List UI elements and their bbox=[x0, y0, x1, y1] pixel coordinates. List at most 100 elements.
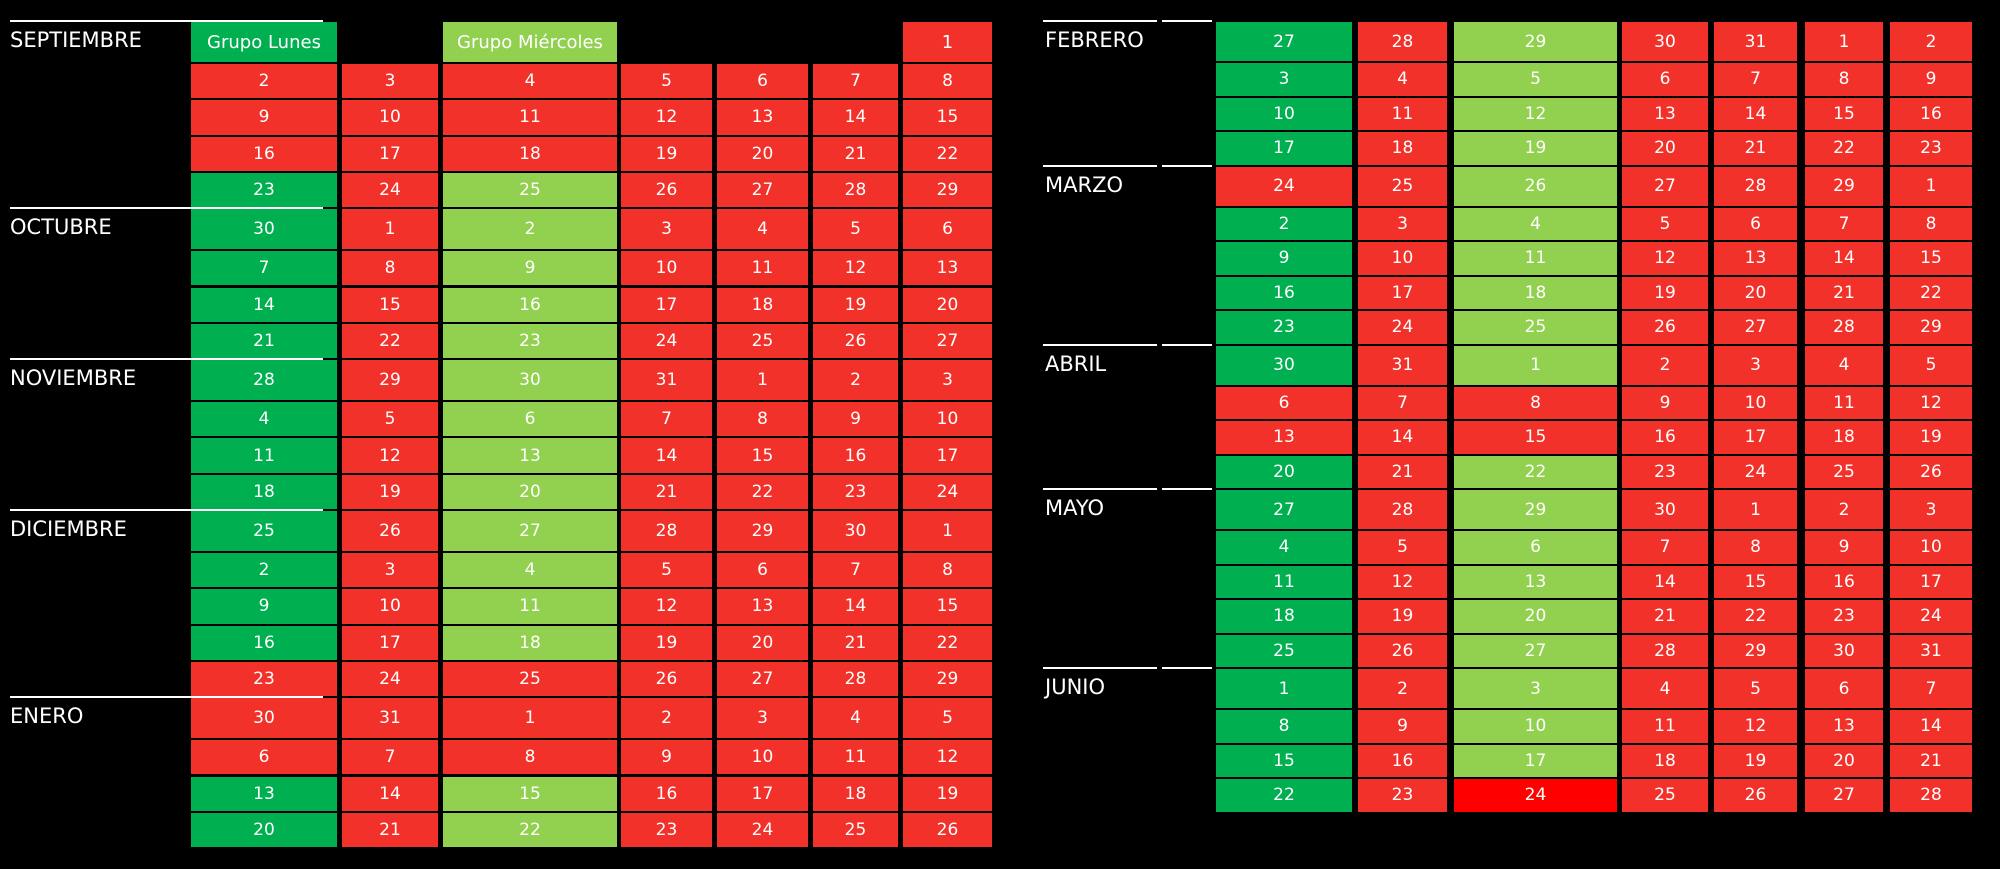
day-cell: 13 bbox=[191, 776, 337, 811]
day-cell: 14 bbox=[342, 776, 438, 811]
day-cell: 14 bbox=[191, 287, 337, 322]
day-cell: 9 bbox=[813, 402, 898, 437]
day-cell: 5 bbox=[1358, 531, 1447, 564]
day-cell: 20 bbox=[1216, 455, 1352, 488]
day-cell: 30 bbox=[1805, 634, 1883, 667]
day-cell: 5 bbox=[621, 64, 712, 99]
day-cell: 10 bbox=[1890, 531, 1972, 564]
day-cell: 25 bbox=[813, 812, 898, 848]
day-cell: 14 bbox=[1714, 97, 1797, 130]
day-cell: 11 bbox=[443, 589, 617, 624]
day-cell: 9 bbox=[1805, 531, 1883, 564]
day-cell: 18 bbox=[1358, 132, 1447, 165]
day-cell: 28 bbox=[813, 172, 898, 208]
day-cell: 23 bbox=[1216, 311, 1352, 344]
day-cell: 25 bbox=[1805, 455, 1883, 488]
month-rule bbox=[1162, 343, 1212, 346]
day-cell: 15 bbox=[1454, 421, 1617, 454]
day-cell: 12 bbox=[1890, 386, 1972, 419]
day-cell: 2 bbox=[1622, 345, 1708, 385]
day-cell: 27 bbox=[903, 323, 992, 359]
day-cell: 21 bbox=[621, 474, 712, 509]
day-cell: 4 bbox=[813, 698, 898, 739]
day-cell: 23 bbox=[443, 323, 617, 359]
month-rule bbox=[10, 696, 138, 699]
month-rule bbox=[1162, 164, 1212, 167]
day-cell: 1 bbox=[903, 511, 992, 551]
day-cell: 9 bbox=[191, 589, 337, 624]
day-cell: 1 bbox=[1454, 345, 1617, 385]
day-cell: 6 bbox=[1714, 207, 1797, 240]
day-cell: 27 bbox=[1805, 779, 1883, 812]
day-cell: 20 bbox=[1454, 600, 1617, 633]
day-cell: 15 bbox=[1216, 744, 1352, 777]
day-cell: 24 bbox=[1890, 600, 1972, 633]
day-cell: 11 bbox=[717, 251, 808, 286]
day-cell: 26 bbox=[1358, 634, 1447, 667]
day-cell: 3 bbox=[903, 360, 992, 401]
day-cell: 15 bbox=[1805, 97, 1883, 130]
day-cell: 25 bbox=[443, 661, 617, 697]
day-cell: 18 bbox=[443, 625, 617, 660]
day-cell: 21 bbox=[1622, 600, 1708, 633]
day-cell: 5 bbox=[1454, 63, 1617, 96]
day-cell: 20 bbox=[717, 625, 808, 660]
day-cell: 6 bbox=[717, 553, 808, 588]
day-cell: 22 bbox=[1216, 779, 1352, 812]
day-cell: 18 bbox=[717, 287, 808, 322]
day-cell: 25 bbox=[717, 323, 808, 359]
day-cell: 6 bbox=[191, 740, 337, 775]
day-cell: 19 bbox=[1454, 132, 1617, 165]
day-cell: 17 bbox=[621, 287, 712, 322]
day-cell: 27 bbox=[1216, 490, 1352, 529]
day-cell: 29 bbox=[1454, 490, 1617, 529]
day-cell: 14 bbox=[813, 100, 898, 135]
day-cell: 14 bbox=[621, 438, 712, 473]
month-rule bbox=[1043, 667, 1157, 669]
month-rule bbox=[135, 20, 323, 22]
day-cell: 19 bbox=[1890, 421, 1972, 454]
day-cell: 12 bbox=[813, 251, 898, 286]
day-cell: 23 bbox=[621, 812, 712, 848]
day-cell: 19 bbox=[903, 776, 992, 811]
month-rule bbox=[1043, 343, 1157, 346]
day-cell: 28 bbox=[1622, 634, 1708, 667]
day-cell: 22 bbox=[1714, 600, 1797, 633]
day-cell: 31 bbox=[1358, 345, 1447, 385]
day-cell: 13 bbox=[443, 438, 617, 473]
day-cell: 11 bbox=[1454, 242, 1617, 275]
month-rule bbox=[1043, 20, 1157, 22]
day-cell: 25 bbox=[443, 172, 617, 208]
day-cell: 24 bbox=[717, 812, 808, 848]
day-cell: 27 bbox=[1622, 166, 1708, 206]
day-cell: 5 bbox=[342, 402, 438, 437]
day-cell: 11 bbox=[1216, 565, 1352, 598]
day-cell: 29 bbox=[1805, 166, 1883, 206]
day-cell: 22 bbox=[443, 812, 617, 848]
day-cell: 4 bbox=[717, 209, 808, 250]
day-cell: 30 bbox=[191, 698, 337, 739]
day-cell: 21 bbox=[1358, 455, 1447, 488]
day-cell: 22 bbox=[1805, 132, 1883, 165]
day-cell: 14 bbox=[1622, 565, 1708, 598]
day-cell: 24 bbox=[342, 661, 438, 697]
day-cell: 2 bbox=[1805, 490, 1883, 529]
day-cell: 6 bbox=[1454, 531, 1617, 564]
day-cell: 6 bbox=[717, 64, 808, 99]
day-cell: 30 bbox=[1622, 22, 1708, 61]
day-cell: 26 bbox=[1622, 311, 1708, 344]
day-cell: 16 bbox=[621, 776, 712, 811]
day-cell: 30 bbox=[443, 360, 617, 401]
month-rule bbox=[10, 358, 138, 361]
day-cell: 22 bbox=[1454, 455, 1617, 488]
day-cell: 7 bbox=[1358, 386, 1447, 419]
day-cell: 21 bbox=[1805, 276, 1883, 309]
day-cell: 7 bbox=[813, 64, 898, 99]
day-cell: 8 bbox=[903, 553, 992, 588]
day-cell: 20 bbox=[717, 136, 808, 171]
day-cell: 5 bbox=[1890, 345, 1972, 385]
day-cell: 5 bbox=[813, 209, 898, 250]
day-cell: 14 bbox=[1358, 421, 1447, 454]
day-cell: 29 bbox=[717, 511, 808, 551]
month-label: ENERO bbox=[10, 704, 84, 729]
